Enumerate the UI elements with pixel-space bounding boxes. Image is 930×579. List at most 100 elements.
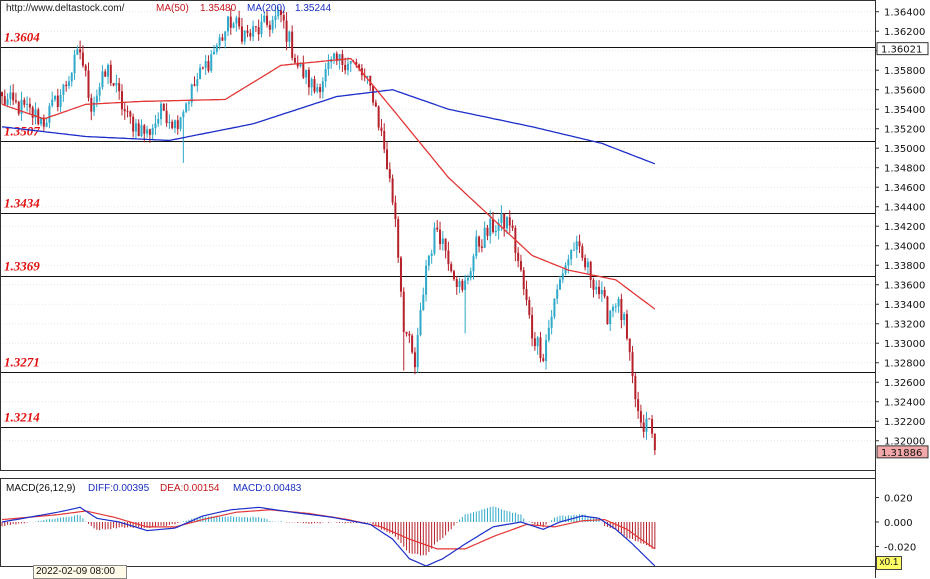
- candle-body: [486, 227, 489, 236]
- candle-body: [23, 99, 26, 105]
- candle-body: [271, 19, 274, 30]
- candle-body: [171, 121, 174, 129]
- candle-body: [419, 309, 422, 336]
- level-label-2: 1.3434: [4, 196, 40, 211]
- candle-body: [422, 294, 425, 310]
- candle-body: [383, 131, 386, 150]
- candle-body: [140, 125, 143, 137]
- candle-body: [324, 68, 327, 82]
- candle-body: [187, 102, 190, 104]
- candle-body: [436, 227, 439, 230]
- candle-body: [238, 17, 241, 27]
- candle-body: [598, 286, 601, 295]
- zoom-indicator[interactable]: x0.1: [876, 556, 902, 570]
- macd-label: MACD(26,12,9): [6, 483, 76, 494]
- candle-body: [369, 75, 372, 86]
- candle-body: [243, 30, 246, 42]
- candle-body: [28, 103, 31, 108]
- candle-body: [533, 338, 536, 347]
- candle-body: [129, 111, 132, 117]
- macd-tick-label: 0.020: [884, 494, 913, 505]
- candle-body: [494, 230, 497, 233]
- candle-body: [310, 79, 313, 88]
- candle-body: [268, 24, 271, 30]
- candle-body: [254, 26, 257, 28]
- candle-body: [355, 61, 358, 65]
- macd-tick-label: -0.020: [884, 542, 916, 553]
- candle-body: [567, 259, 570, 266]
- candle-body: [240, 26, 243, 42]
- candle-body: [539, 337, 542, 359]
- candle-body: [391, 178, 394, 203]
- candle-body: [536, 337, 539, 347]
- candle-body: [98, 87, 101, 96]
- candle-body: [40, 117, 43, 125]
- candle-body: [218, 37, 221, 46]
- candle-body: [277, 10, 280, 17]
- candle-body: [26, 103, 29, 105]
- candle-body: [45, 122, 48, 127]
- macd-diff-line: [1, 506, 656, 567]
- candle-body: [550, 316, 553, 328]
- candle-body: [12, 92, 15, 101]
- candle-body: [444, 238, 447, 251]
- crosshair-time: 2022-02-09 08:00: [33, 565, 127, 579]
- level-label-5: 1.3214: [4, 410, 40, 425]
- candle-body: [425, 265, 428, 295]
- candle-body: [179, 117, 182, 129]
- candle-body: [338, 54, 341, 62]
- candle-body: [190, 84, 193, 103]
- candle-body: [193, 84, 196, 86]
- candle-body: [519, 261, 522, 271]
- candle-body: [249, 32, 252, 37]
- candle-body: [9, 92, 12, 100]
- candle-body: [614, 306, 617, 308]
- level-label-4: 1.3271: [4, 355, 40, 370]
- candle-body: [625, 313, 628, 339]
- candle-body: [293, 57, 296, 63]
- candle-body: [226, 16, 229, 32]
- candle-body: [285, 20, 288, 42]
- candle-body: [483, 227, 486, 248]
- candle-body: [455, 279, 458, 287]
- candle-body: [433, 227, 436, 254]
- candle-body: [472, 256, 475, 272]
- candle-body: [623, 313, 626, 321]
- candle-body: [500, 213, 503, 223]
- candle-body: [207, 61, 210, 71]
- ma200-value: 1.35244: [295, 3, 332, 14]
- candle-body: [316, 87, 319, 92]
- candle-body: [115, 83, 118, 86]
- candle-body: [160, 103, 163, 120]
- candle-body: [20, 99, 23, 114]
- candle-body: [321, 81, 324, 93]
- candle-body: [176, 120, 179, 129]
- candle-body: [31, 107, 34, 118]
- candle-body: [154, 123, 157, 128]
- price-tick-label: 1.35600: [884, 86, 925, 97]
- candle-body: [399, 257, 402, 292]
- ma50-label: MA(50): [156, 3, 189, 14]
- candle-body: [118, 83, 121, 92]
- price-tick-label: 1.35400: [884, 105, 925, 116]
- candle-body: [595, 286, 598, 290]
- candle-body: [65, 84, 68, 87]
- candle-body: [366, 75, 369, 77]
- candle-body: [87, 70, 90, 98]
- candle-body: [291, 31, 294, 58]
- price-tag-box: [876, 445, 929, 459]
- candle-body: [584, 257, 587, 268]
- candle-body: [313, 79, 316, 92]
- candle-body: [358, 64, 361, 69]
- candle-body: [132, 116, 135, 132]
- candle-body: [620, 298, 623, 321]
- candle-body: [405, 331, 408, 334]
- candle-body: [221, 37, 224, 41]
- price-tag-box: [876, 42, 929, 56]
- candle-body: [637, 399, 640, 412]
- candle-body: [62, 84, 65, 95]
- candle-body: [210, 54, 213, 71]
- candle-body: [628, 338, 631, 353]
- candle-body: [173, 120, 176, 129]
- price-tick-label: 1.34600: [884, 183, 925, 194]
